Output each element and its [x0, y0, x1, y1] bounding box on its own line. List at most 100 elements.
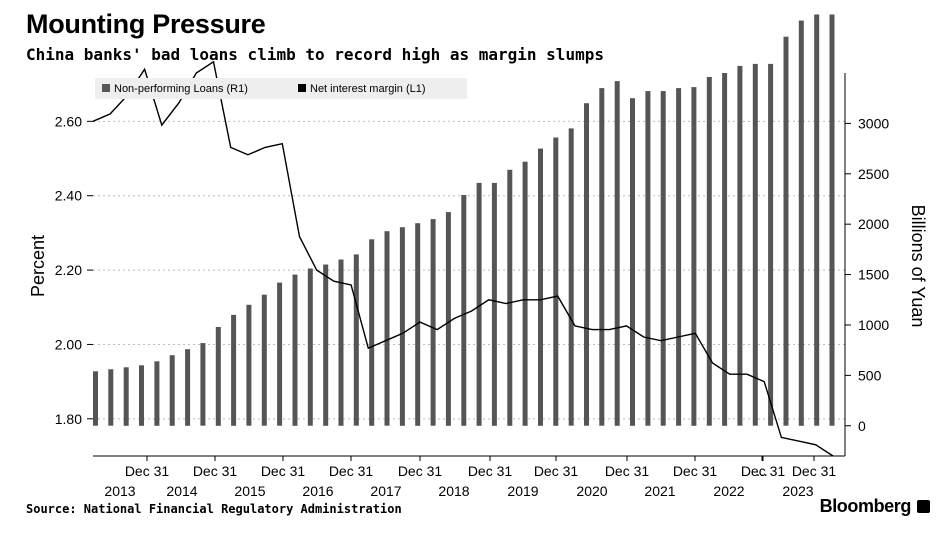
npl-bar	[829, 14, 835, 426]
right-tick-label: 1500	[858, 267, 889, 283]
npl-bar	[430, 219, 436, 426]
npl-bar	[307, 268, 313, 426]
series-line-net-interest-margin	[92, 60, 834, 457]
npl-bar	[215, 327, 221, 426]
x-year-label: 2015	[234, 483, 265, 499]
bloomberg-logo: Bloomberg	[820, 496, 930, 517]
npl-bar	[660, 91, 666, 426]
npl-bar	[768, 63, 774, 426]
npl-bar	[476, 182, 482, 426]
npl-bar	[338, 259, 344, 426]
npl-bar	[491, 182, 497, 426]
npl-bar	[814, 14, 820, 426]
left-tick-label: 2.20	[55, 262, 82, 278]
npl-bar	[783, 36, 789, 426]
npl-bar	[599, 88, 605, 426]
legend-label-npl: Non-performing Loans (R1)	[114, 83, 248, 95]
npl-bar	[200, 343, 206, 426]
npl-bar	[645, 91, 651, 426]
x-year-label: 2017	[370, 483, 401, 499]
x-tick-label: Dec 31	[605, 463, 650, 479]
x-year-label: 2020	[576, 483, 607, 499]
npl-bar	[415, 223, 421, 426]
x-year-label: 2014	[166, 483, 197, 499]
x-tick-label: Dec 31	[741, 463, 786, 479]
npl-bar	[123, 367, 129, 426]
legend-swatch-nim	[298, 84, 306, 92]
npl-bar	[445, 212, 451, 426]
npl-bar	[246, 304, 252, 426]
npl-bar	[369, 239, 375, 426]
legend: Non-performing Loans (R1) Net interest m…	[95, 78, 467, 99]
x-year-label: 2013	[104, 483, 135, 499]
npl-bar	[108, 369, 114, 426]
chart-title: Mounting Pressure	[26, 9, 266, 39]
x-year-label: 2021	[644, 483, 675, 499]
npl-bar	[507, 169, 513, 426]
left-tick-label: 2.00	[55, 336, 82, 352]
npl-bar	[737, 65, 743, 426]
bloomberg-terminal-icon	[917, 500, 930, 513]
brand-name: Bloomberg	[819, 496, 912, 516]
npl-bar	[752, 63, 758, 426]
x-year-label: 2018	[438, 483, 469, 499]
x-tick-label: Dec 31	[673, 463, 718, 479]
npl-bar	[706, 77, 712, 426]
npl-bar	[261, 294, 267, 426]
npl-bar	[553, 137, 559, 426]
x-tick-label: Dec 31	[261, 463, 306, 479]
x-tick-label: Dec 31	[792, 463, 837, 479]
x-tick-label: ...	[756, 463, 768, 479]
right-tick-label: 1000	[858, 317, 889, 333]
right-axis-ticks: 0 500 1000 1500 2000 2500 3000	[845, 115, 889, 434]
npl-bar	[93, 371, 98, 426]
npl-bar	[384, 231, 390, 426]
legend-box	[95, 78, 467, 99]
x-year-label: 2022	[713, 483, 744, 499]
legend-label-nim: Net interest margin (L1)	[310, 83, 426, 95]
x-tick-label: Dec 31	[193, 463, 238, 479]
npl-bar	[154, 361, 160, 426]
npl-bar	[538, 148, 543, 426]
npl-bar	[630, 98, 635, 426]
npl-bar	[522, 161, 528, 426]
x-axis-ticks: Dec 31 Dec 31 Dec 31 Dec 31 Dec 31 Dec 31 Dec …	[104, 456, 836, 499]
npl-bar	[323, 264, 329, 426]
right-tick-label: 0	[858, 418, 866, 434]
left-tick-label: 2.60	[55, 113, 82, 129]
npl-bar	[568, 128, 574, 426]
npl-bar	[277, 282, 283, 426]
right-tick-label: 500	[858, 367, 882, 383]
npl-bar	[798, 20, 804, 426]
x-tick-label: Dec 31	[468, 463, 513, 479]
right-tick-label: 3000	[858, 115, 889, 131]
source-note: Source: National Financial Regulatory Ad…	[26, 502, 402, 516]
right-tick-label: 2500	[858, 166, 889, 182]
right-axis-label: Billions of Yuan	[908, 205, 928, 328]
left-tick-label: 2.40	[55, 188, 82, 204]
x-year-label: 2019	[507, 483, 538, 499]
axes	[93, 73, 846, 457]
npl-bar	[399, 227, 405, 426]
chart-subtitle: China banks' bad loans climb to record h…	[26, 45, 604, 64]
left-axis-label: Percent	[28, 235, 48, 297]
x-tick-label: Dec 31	[534, 463, 579, 479]
npl-bars	[93, 14, 835, 426]
npl-bar	[584, 103, 589, 426]
npl-bar	[676, 88, 682, 426]
npl-bar	[691, 87, 697, 426]
npl-bar	[139, 365, 144, 426]
x-tick-label: Dec 31	[329, 463, 374, 479]
x-year-label: 2023	[782, 483, 813, 499]
npl-bar	[353, 254, 359, 426]
left-tick-label: 1.80	[55, 411, 82, 427]
legend-swatch-npl	[102, 84, 110, 92]
npl-bar	[169, 355, 175, 426]
right-tick-label: 2000	[858, 216, 889, 232]
x-tick-label: Dec 31	[398, 463, 443, 479]
x-tick-label: Dec 31	[125, 463, 170, 479]
npl-bar	[292, 274, 298, 426]
npl-bar	[614, 81, 620, 426]
x-year-label: 2016	[302, 483, 333, 499]
